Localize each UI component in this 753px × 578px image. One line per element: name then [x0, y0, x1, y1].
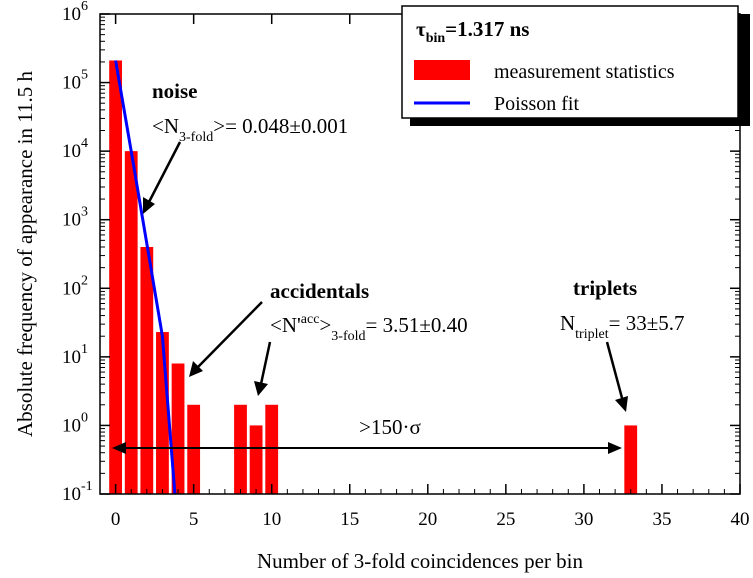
y-tick-label: 105 [62, 68, 88, 94]
bar [109, 60, 123, 495]
sigma-label: >150·σ [359, 415, 421, 439]
triplets-label: triplets [573, 276, 637, 300]
bar [140, 247, 154, 494]
noise-arrow [143, 141, 182, 214]
x-axis-title: Number of 3-fold coincidences per bin [257, 549, 583, 573]
x-tick-label: 5 [189, 509, 199, 530]
bar [265, 404, 279, 494]
sigma-double-arrow [112, 442, 622, 454]
bar [187, 404, 201, 494]
x-tick-label: 25 [496, 509, 515, 530]
accidentals-label: accidentals [270, 279, 369, 303]
bar [156, 332, 169, 494]
x-tick-label: 35 [652, 509, 671, 530]
fit-layer [114, 60, 177, 495]
poisson-fit-line [114, 60, 177, 495]
noise-label: noise [152, 79, 198, 103]
y-tick-label: 104 [62, 136, 88, 162]
accidentals-arrow-right [254, 341, 272, 396]
y-tick-label: 102 [62, 273, 88, 299]
legend: τbin=1.317 ns measurement statistics Poi… [401, 5, 750, 126]
x-tick-label: 10 [262, 509, 281, 530]
triplets-value: Ntriplet= 33±5.7 [560, 311, 684, 342]
x-ticks: 0 5 10 15 20 25 30 35 40 [111, 14, 750, 530]
accidentals-arrow-left [189, 301, 263, 377]
bar [249, 425, 263, 494]
accidentals-value: <N'acc>3-fold= 3.51±0.40 [270, 312, 468, 344]
legend-entry-bars: measurement statistics [494, 61, 675, 83]
bar [124, 151, 138, 494]
bar [624, 425, 638, 494]
bar [234, 404, 247, 494]
legend-title: τbin=1.317 ns [416, 17, 529, 46]
noise-value: <N3-fold>= 0.048±0.001 [152, 114, 348, 145]
y-tick-label: 10-1 [62, 479, 93, 505]
x-tick-label: 30 [574, 509, 593, 530]
bar [171, 363, 185, 494]
x-tick-label: 40 [731, 509, 750, 530]
legend-swatch-bars [414, 60, 470, 80]
y-tick-label: 100 [62, 410, 88, 436]
x-tick-label: 0 [111, 509, 121, 530]
y-tick-label: 101 [62, 342, 88, 368]
legend-entry-fit: Poisson fit [494, 93, 579, 115]
y-tick-label: 106 [62, 0, 88, 25]
x-tick-label: 15 [340, 509, 359, 530]
x-tick-label: 20 [418, 509, 437, 530]
y-axis-title: Absolute frequency of appearance in 11.5… [13, 71, 37, 437]
bars-layer [109, 60, 638, 495]
triplets-arrow [605, 341, 628, 412]
y-tick-label: 103 [62, 205, 88, 231]
y-ticks: 10-1 100 101 102 103 104 105 106 [62, 0, 740, 505]
